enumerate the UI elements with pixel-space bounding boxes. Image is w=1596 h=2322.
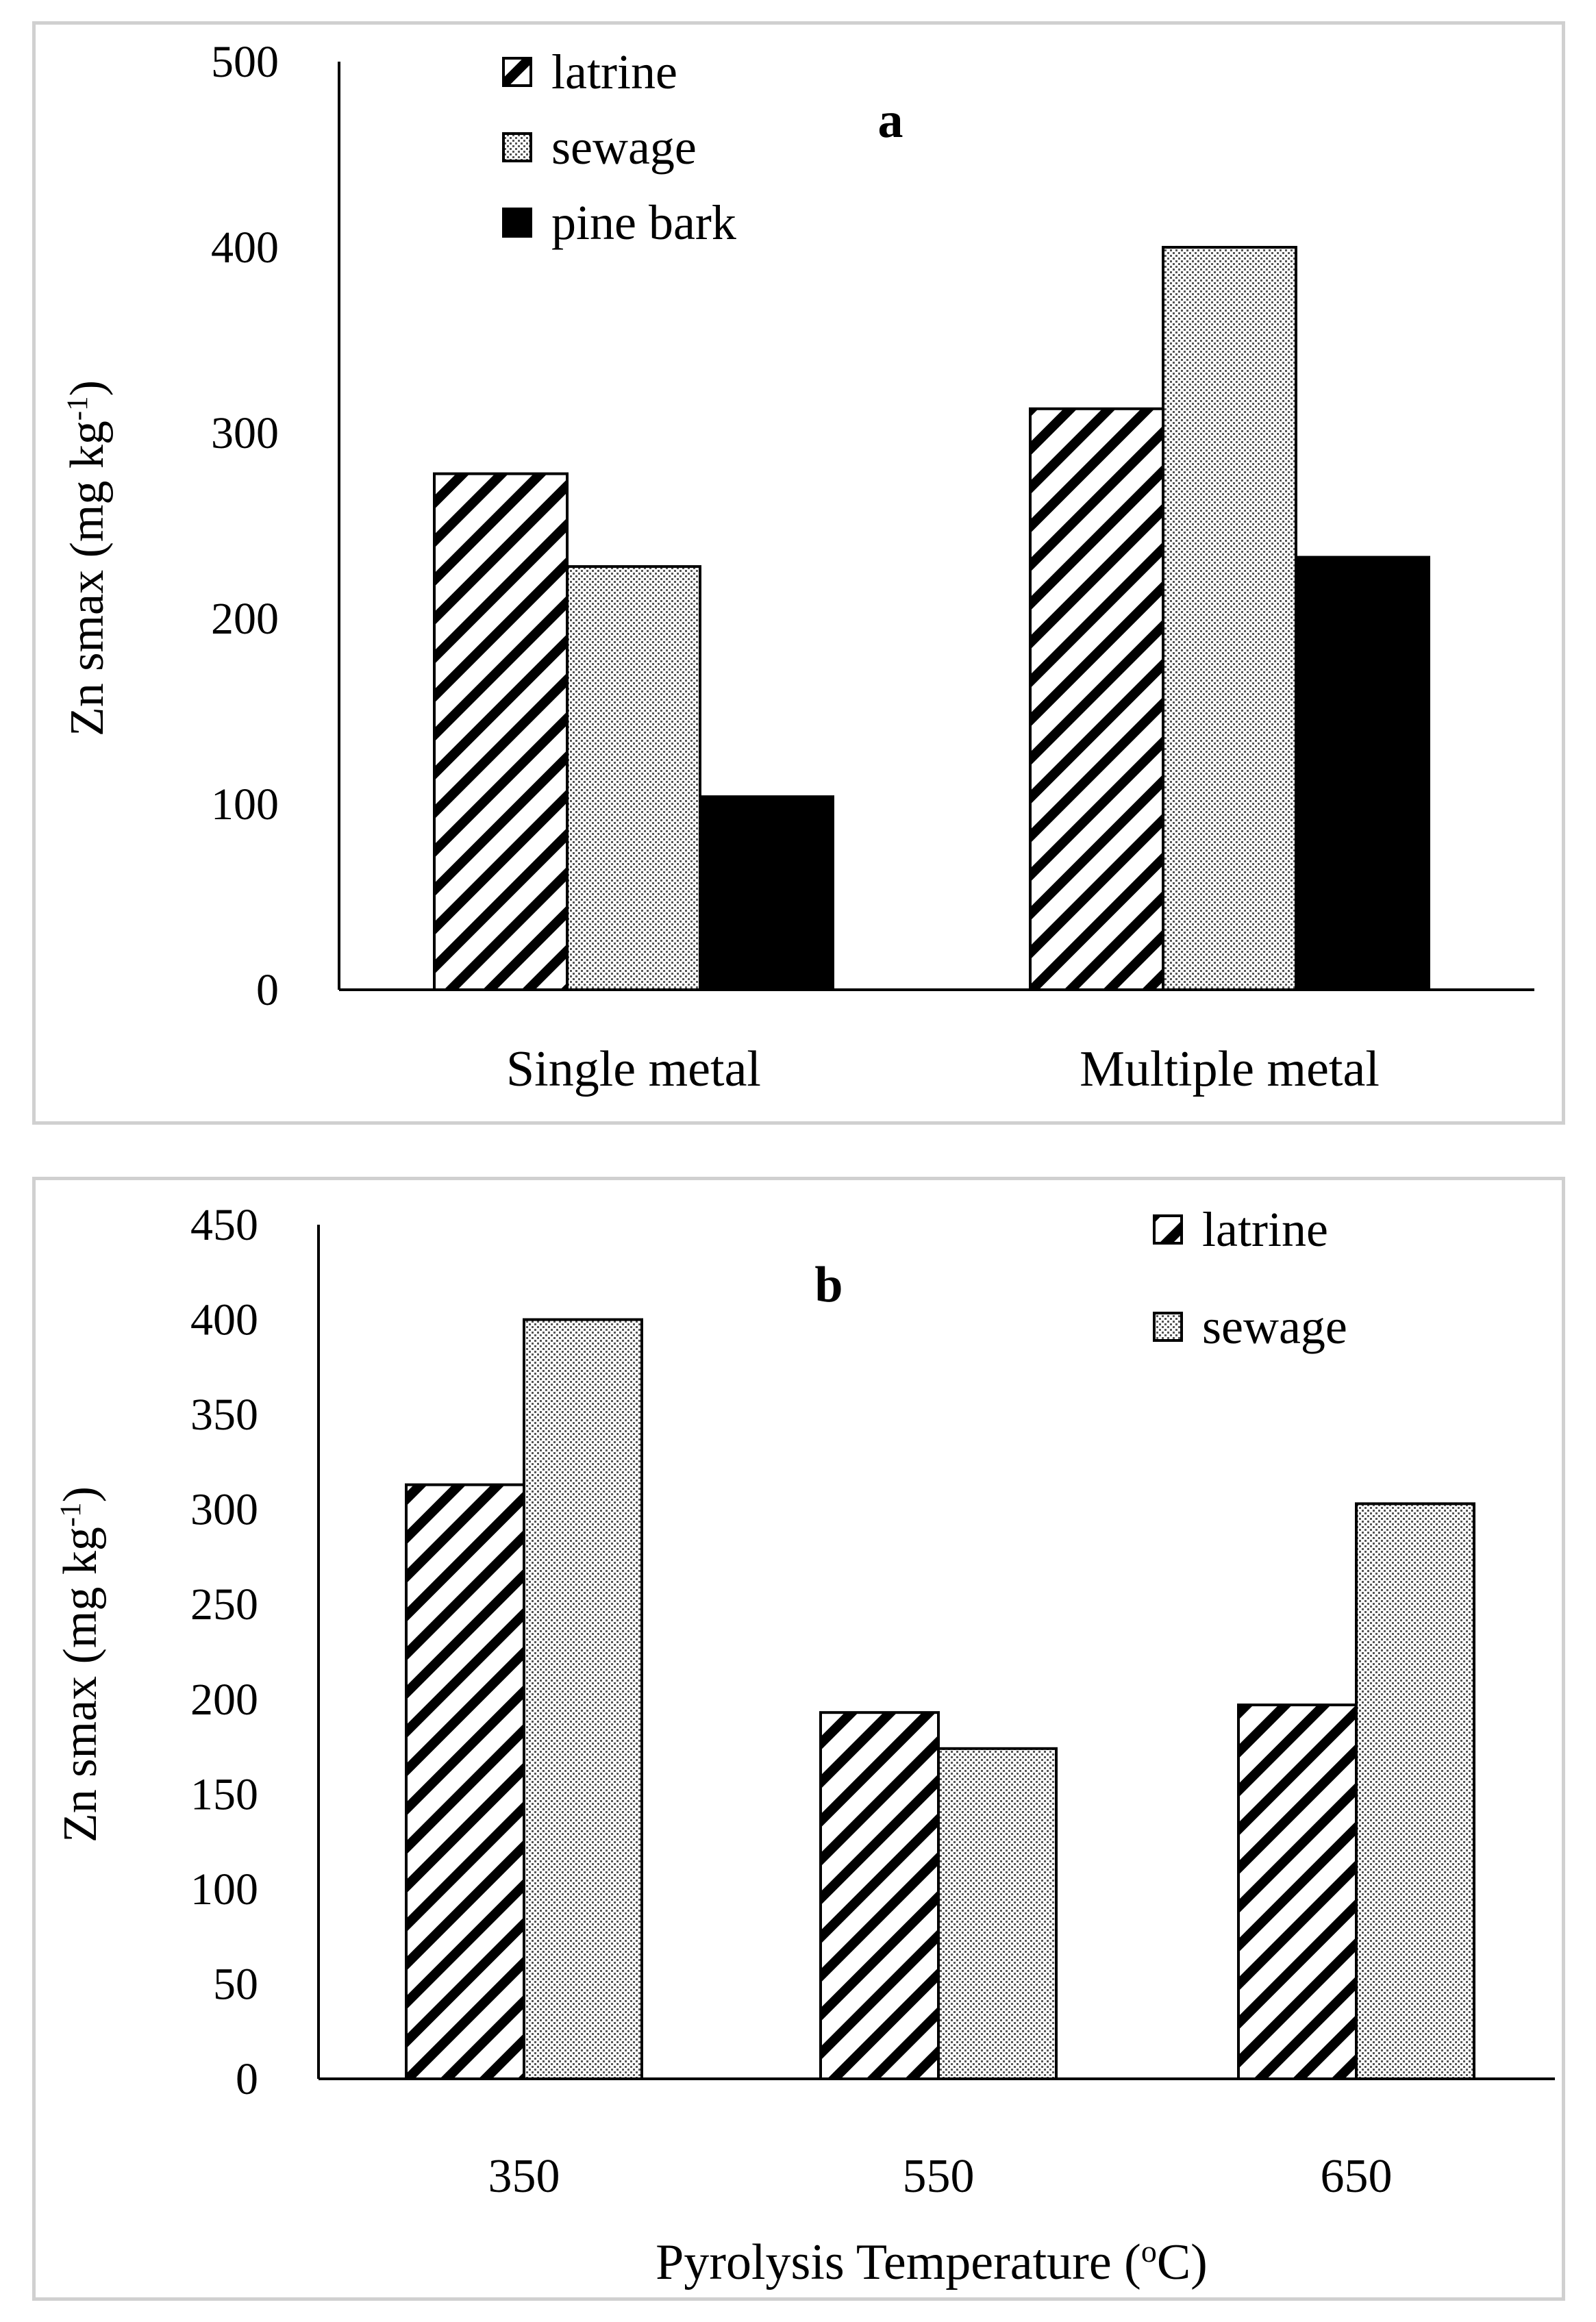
y-tick-label: 350 [190, 1390, 258, 1440]
legend-label: sewage [1202, 1299, 1347, 1354]
legend-label: latrine [551, 45, 677, 99]
x-category-label: Multiple metal [1080, 1041, 1380, 1097]
y-tick-label: 500 [211, 37, 279, 87]
bar-latrine-550 [819, 1711, 940, 2080]
y-axis-label: Zn smax (mg kg-1) [61, 380, 114, 736]
y-tick-label: 100 [190, 1864, 258, 1914]
y-tick-label: 250 [190, 1580, 258, 1630]
bar-latrine-single-metal [433, 472, 569, 991]
y-tick-label: 300 [211, 408, 279, 458]
bar-sewage-single-metal [566, 565, 701, 991]
x-category-label: Single metal [506, 1041, 761, 1097]
y-tick-label: 150 [190, 1769, 258, 1819]
bar-latrine-350 [405, 1483, 525, 2081]
bar-latrine-multiple-metal [1029, 407, 1164, 991]
x-category-label: 550 [903, 2150, 975, 2203]
bar-pine-bark-single-metal [699, 795, 834, 992]
bar-pine-bark-multiple-metal [1295, 555, 1430, 991]
legend-swatch-latrine [1153, 1214, 1183, 1245]
y-tick-label: 400 [190, 1295, 258, 1345]
legend-swatch-sewage [1153, 1312, 1183, 1342]
bar-sewage-550 [937, 1747, 1058, 2080]
legend-swatch-latrine [502, 57, 532, 87]
y-axis-label: Zn smax (mg kg-1) [54, 1486, 107, 1843]
y-tick-label: 450 [190, 1200, 258, 1250]
legend-label: latrine [1202, 1202, 1328, 1257]
legend-label: sewage [551, 120, 697, 175]
bar-sewage-650 [1355, 1502, 1475, 2080]
y-tick-label: 400 [211, 223, 279, 273]
bar-latrine-650 [1237, 1703, 1358, 2080]
y-tick-label: 50 [213, 1959, 258, 2009]
x-category-label: 650 [1321, 2150, 1393, 2203]
y-tick-label: 100 [211, 779, 279, 829]
bar-sewage-350 [523, 1318, 643, 2080]
y-tick-label: 0 [256, 965, 279, 1015]
y-tick-label: 200 [190, 1675, 258, 1725]
panel-label: b [814, 1257, 843, 1313]
panel-label: a [878, 92, 903, 149]
y-tick-label: 200 [211, 594, 279, 644]
bar-sewage-multiple-metal [1162, 246, 1297, 991]
y-tick-label: 300 [190, 1485, 258, 1535]
x-axis-label: Pyrolysis Temperature (oC) [656, 2234, 1208, 2291]
legend-label: pine bark [551, 195, 736, 250]
x-category-label: 350 [488, 2150, 560, 2203]
y-tick-label: 0 [236, 2054, 258, 2104]
legend-swatch-sewage [502, 132, 532, 162]
legend-swatch-pine-bark [502, 208, 532, 238]
